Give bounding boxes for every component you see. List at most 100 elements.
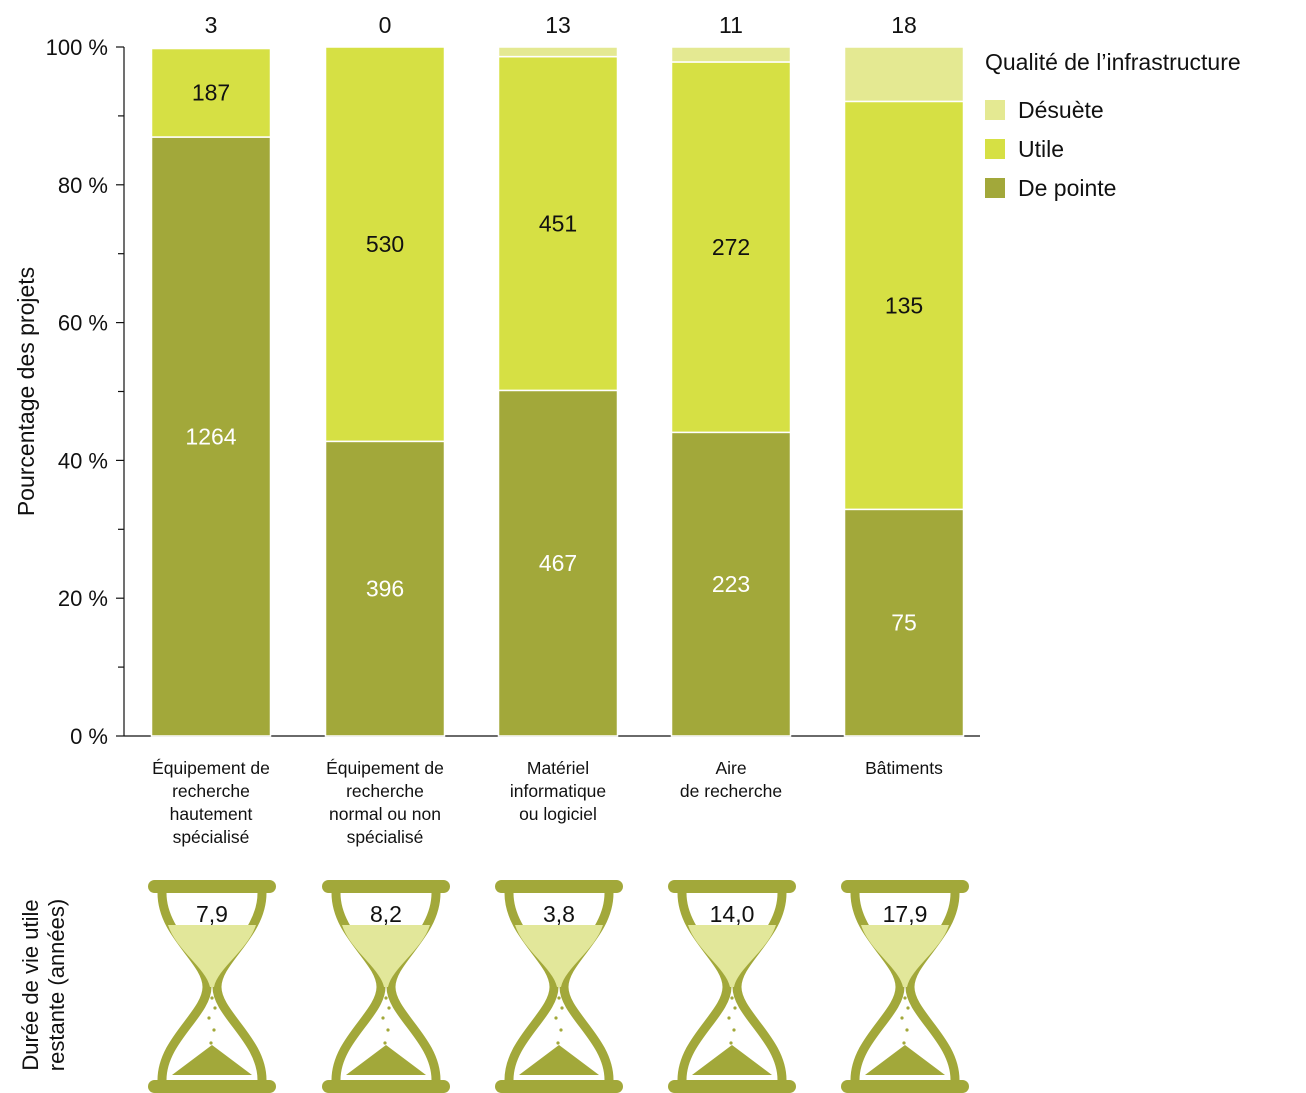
x-category-label: Matériel informatique ou logiciel (510, 758, 606, 824)
data-label: 530 (366, 231, 404, 257)
y-axis-label: Pourcentage des projets (13, 267, 39, 516)
hourglass-cap-top (841, 880, 969, 893)
data-label: 75 (891, 610, 917, 636)
hourglass-cap-bottom (668, 1080, 796, 1093)
hourglass-grain (209, 1041, 213, 1045)
x-axis-labels: Équipement de recherche hautement spécialis… (152, 758, 943, 847)
bar-segment (150, 46, 272, 50)
data-label: 187 (192, 80, 230, 106)
hourglass-axis-label: Durée de vie utilerestante (années) (18, 899, 69, 1071)
hourglass-grain (207, 1016, 211, 1020)
data-label: 467 (539, 550, 577, 576)
bar-segment (670, 46, 792, 63)
data-label: 451 (539, 211, 577, 237)
x-category-label: Équipement de recherche normal ou non spéci… (326, 758, 444, 847)
x-category-label: Aire de recherche (680, 758, 782, 801)
hourglass-grain (387, 1006, 391, 1010)
legend-swatch (985, 178, 1005, 198)
hourglass-grain (560, 1006, 564, 1010)
hourglass-grain (900, 1016, 904, 1020)
data-label: 396 (366, 576, 404, 602)
hourglass-value: 8,2 (370, 901, 402, 927)
hourglass-value: 3,8 (543, 901, 575, 927)
data-label: 135 (885, 292, 923, 318)
hourglass-sand-top (861, 925, 949, 987)
hourglass-cap-bottom (495, 1080, 623, 1093)
hourglass-grain (210, 996, 214, 1000)
hourglass-grain (732, 1028, 736, 1032)
hourglass-cap-top (668, 880, 796, 893)
x-category-label: Équipement de recherche hautement spécialis… (152, 758, 270, 847)
y-tick-label: 20 % (58, 586, 108, 611)
hourglass-grain (381, 1016, 385, 1020)
hourglass-grain (903, 996, 907, 1000)
legend: Qualité de l’infrastructure Désuète Utile D… (985, 49, 1241, 201)
hourglass-grain (733, 1006, 737, 1010)
hourglass-cap-bottom (841, 1080, 969, 1093)
hourglass-grain (729, 1041, 733, 1045)
hourglass-grain (559, 1028, 563, 1032)
hourglass-sand-top (168, 925, 256, 987)
hourglass-sand-bottom (346, 1045, 426, 1075)
bar-segment (150, 47, 272, 138)
hourglass-cap-top (148, 880, 276, 893)
hourglass-grain (383, 1041, 387, 1045)
bar-segment (670, 431, 792, 737)
hourglass-value: 7,9 (196, 901, 228, 927)
bar-segment (324, 46, 446, 443)
hourglass-grain (902, 1041, 906, 1045)
hourglass-icon: 14,0 (668, 880, 796, 1093)
bar-segment (497, 55, 619, 392)
data-label-top: 0 (379, 12, 392, 38)
y-tick-label: 80 % (58, 173, 108, 198)
hourglass-sand-bottom (172, 1045, 252, 1075)
hourglass-grain (906, 1006, 910, 1010)
bar-segment (497, 389, 619, 737)
y-tick-label: 0 % (70, 724, 108, 749)
data-label-top: 11 (719, 12, 743, 38)
hourglass-sand-top (688, 925, 776, 987)
hourglass-value: 17,9 (883, 901, 928, 927)
axes: 0 % 20 % 40 % 60 % 80 % 100 % Pourcentage des … (13, 35, 980, 749)
hourglass-cap-top (322, 880, 450, 893)
legend-swatch (985, 100, 1005, 120)
data-label-top: 3 (205, 12, 218, 38)
hourglass-grain (213, 1006, 217, 1010)
hourglass-sand-top (342, 925, 430, 987)
data-label: 223 (712, 571, 750, 597)
hourglass-grain (730, 996, 734, 1000)
hourglass-icon: 8,2 (322, 880, 450, 1093)
hourglass-icon: 3,8 (495, 880, 623, 1093)
bar-segment (843, 46, 965, 103)
hourglass-grain (384, 996, 388, 1000)
hourglass-grain (386, 1028, 390, 1032)
legend-label: Utile (1018, 136, 1064, 162)
hourglass-grain (554, 1016, 558, 1020)
legend-swatch (985, 139, 1005, 159)
hourglass-grain (556, 1041, 560, 1045)
data-label: 1264 (185, 424, 236, 450)
y-tick-label: 60 % (58, 311, 108, 336)
bar-segment (497, 46, 619, 58)
hourglass-cap-bottom (322, 1080, 450, 1093)
data-label-top: 18 (891, 12, 917, 38)
hourglass-sand-top (515, 925, 603, 987)
hourglass-cap-top (495, 880, 623, 893)
hourglass-sand-bottom (519, 1045, 599, 1075)
hourglass-grain (212, 1028, 216, 1032)
legend-label: Désuète (1018, 97, 1104, 123)
legend-label: De pointe (1018, 175, 1116, 201)
data-label: 272 (712, 234, 750, 260)
hourglass-icon: 17,9 (841, 880, 969, 1093)
hourglass-cap-bottom (148, 1080, 276, 1093)
bar-segment (843, 508, 965, 737)
hourglass-sand-bottom (692, 1045, 772, 1075)
hourglass-grain (905, 1028, 909, 1032)
hourglass-value: 14,0 (710, 901, 755, 927)
bar-segment (324, 440, 446, 737)
x-category-label: Bâtiments (865, 758, 943, 778)
y-tick-label: 40 % (58, 448, 108, 473)
hourglass-grain (727, 1016, 731, 1020)
bars: 1264 187 3 396 530 0 467 451 13 223 272 11 75 135 18 (150, 12, 965, 737)
